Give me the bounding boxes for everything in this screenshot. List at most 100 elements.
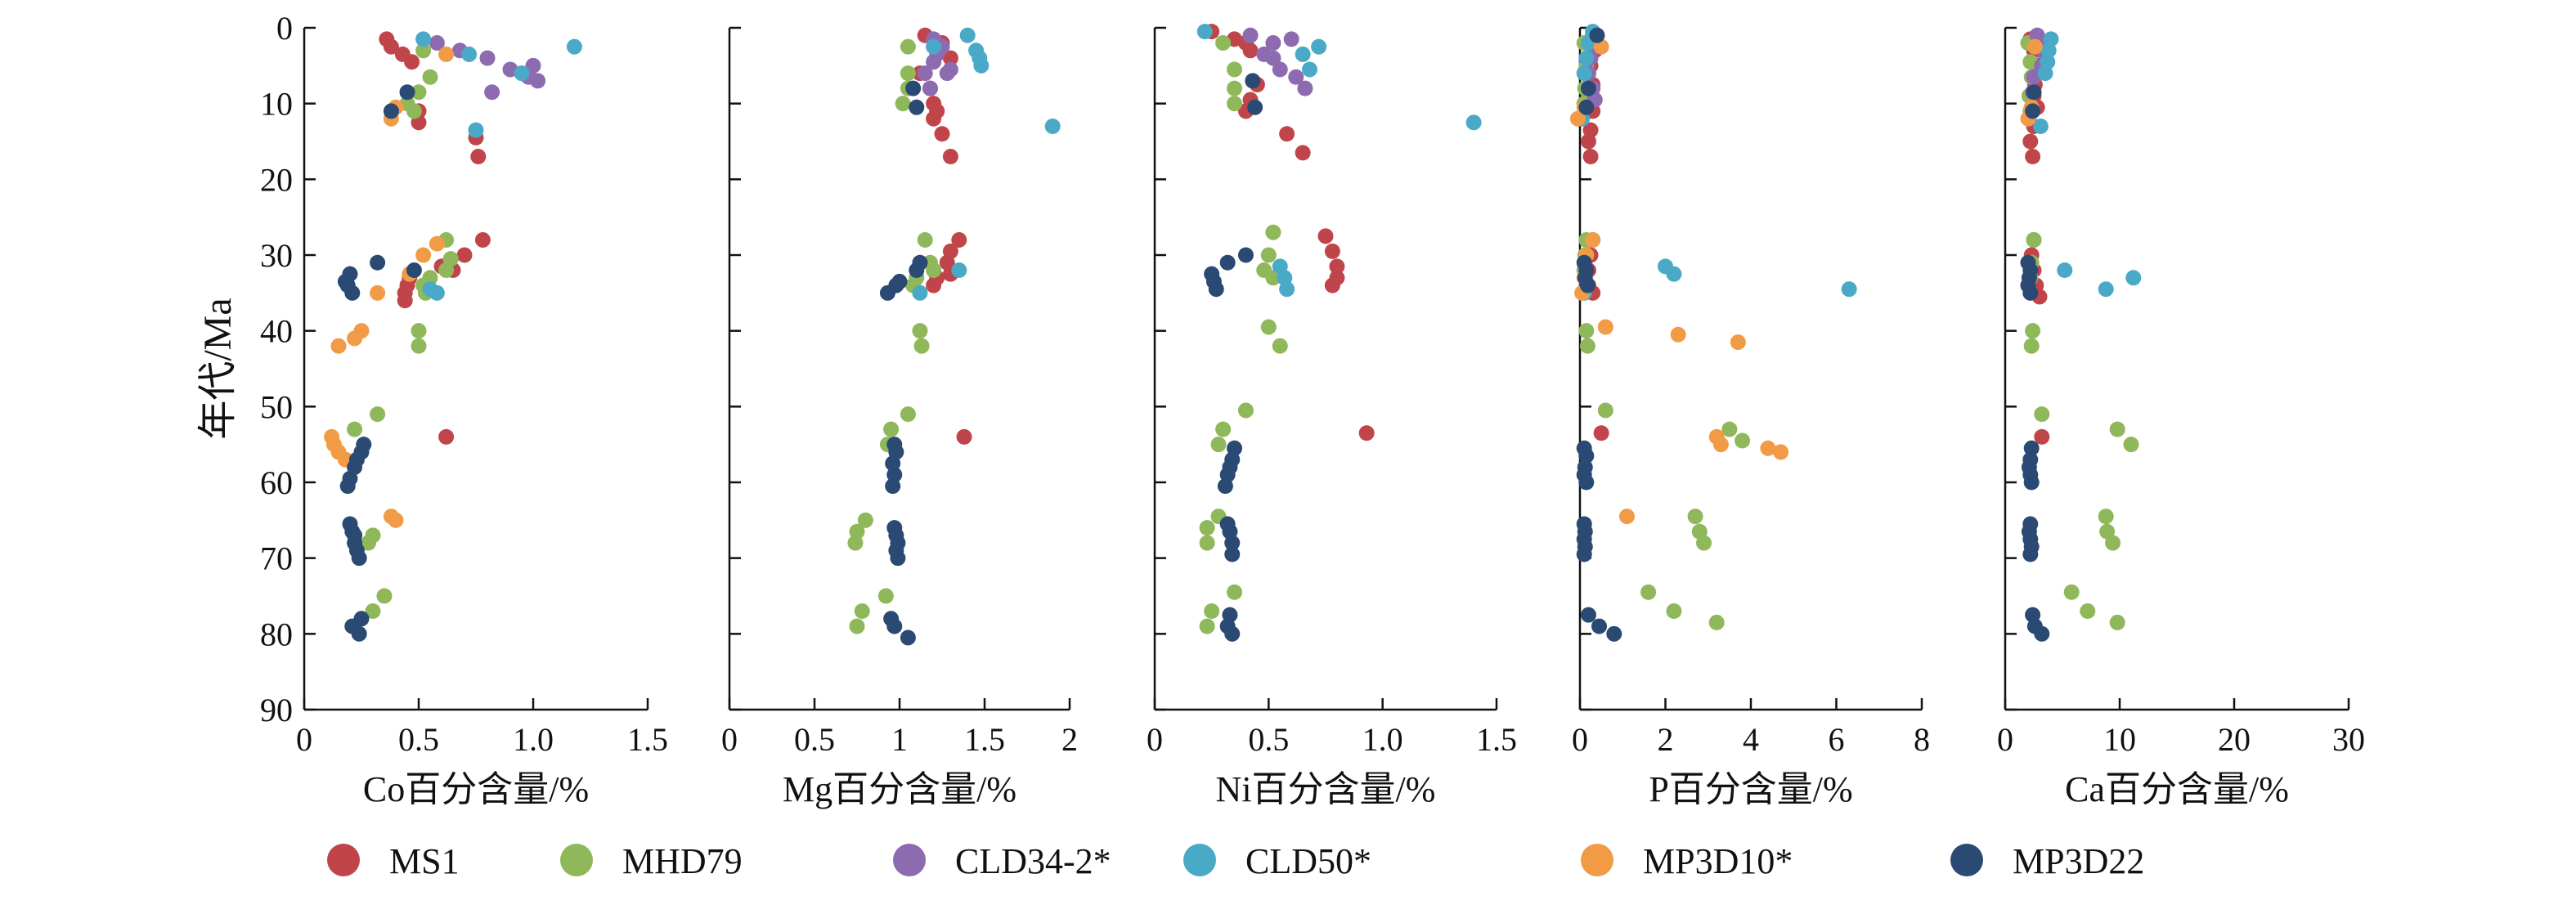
x-tick-label: 6 [1829,721,1845,758]
data-point [468,122,484,138]
series-MP3D22 [1576,27,1622,642]
data-point [438,428,455,445]
data-point [917,65,933,82]
x-tick-label: 0 [1572,721,1588,758]
data-point [1272,61,1288,78]
data-point [2109,614,2125,630]
x-axis-title: Mg百分含量/% [783,769,1016,809]
data-point [2037,65,2053,82]
x-tick-label: 30 [2332,721,2365,758]
data-point [1265,35,1281,52]
data-point [2063,584,2080,600]
data-point [415,43,432,59]
data-point [1219,254,1236,271]
x-tick-label: 1.0 [1362,721,1403,758]
data-point [2023,338,2040,354]
data-point [474,231,491,248]
x-tick-label: 1 [891,721,908,758]
data-point [1227,61,1243,78]
legend-item: MP3D22 [1950,841,2144,881]
data-point [854,603,870,620]
data-point [2026,38,2043,55]
data-point [1199,618,1215,634]
series-CLD50* [415,31,582,301]
data-point [1242,43,1259,59]
data-point [2022,284,2039,301]
legend-label: MS1 [389,841,460,881]
data-point [1666,266,1682,282]
y-tick-label: 50 [260,388,293,425]
legend-item: MS1 [327,841,460,881]
series-CLD50* [2032,31,2142,298]
legend-label: CLD50* [1245,841,1371,881]
data-point [347,330,363,347]
data-point [365,603,381,620]
legend-item: CLD50* [1183,841,1371,881]
data-point [1606,625,1622,642]
data-point [397,293,413,309]
data-point [1760,440,1776,456]
data-point [2098,509,2114,525]
data-point [900,406,916,423]
legend-marker [560,844,593,876]
legend-marker [1950,844,1983,876]
x-tick-label: 2 [1658,721,1674,758]
data-point [1578,474,1595,491]
x-tick-label: 1.5 [627,721,668,758]
data-point [2026,231,2042,248]
data-point [1227,80,1243,96]
data-point [926,38,942,55]
data-point [2125,270,2142,286]
data-point [959,27,976,43]
data-point [470,149,487,165]
data-point [912,284,928,301]
data-point [399,84,415,101]
data-point [1224,625,1241,642]
legend: MS1 MHD79 CLD34-2* CLD50* MP3D10* MP3D22 [327,841,2144,881]
data-point [1670,326,1686,343]
data-point [879,284,895,301]
data-point [900,65,916,82]
data-point [1311,38,1327,55]
x-tick-label: 0 [1147,721,1163,758]
x-tick-label: 1.5 [1476,721,1517,758]
data-point [886,467,903,483]
data-point [2023,474,2040,491]
data-point [1317,228,1334,244]
x-axis-title: Co百分含量/% [363,769,589,809]
data-point [2034,406,2050,423]
data-point [2098,281,2114,298]
y-tick-label: 90 [260,692,293,728]
data-point [411,323,427,339]
data-point [514,65,530,82]
data-point [1578,50,1595,66]
data-point [376,588,393,604]
data-point [2109,421,2125,437]
data-point [885,478,901,495]
data-point [1580,607,1596,623]
data-point [2123,437,2139,453]
data-point [411,84,427,101]
x-tick-label: 2 [1061,721,1078,758]
data-point [1585,231,1601,248]
series-MP3D22 [2020,84,2050,642]
data-point [404,54,420,70]
data-point [1215,421,1232,437]
y-tick-label: 0 [276,10,293,47]
data-point [1297,80,1313,96]
data-point [1597,319,1613,335]
data-point [2025,149,2041,165]
data-point [2034,428,2050,445]
series-MHD79 [1199,35,1288,634]
panel-5: 0 10 20 30 Ca百分含量/% [1997,26,2365,809]
data-point [370,254,386,271]
data-point [951,262,967,279]
data-point [1295,46,1311,62]
data-point [566,38,582,55]
data-point [1237,247,1254,263]
x-tick-label: 0 [296,721,312,758]
data-point [2026,84,2042,101]
y-tick-label: 40 [260,313,293,350]
data-point [883,421,900,437]
